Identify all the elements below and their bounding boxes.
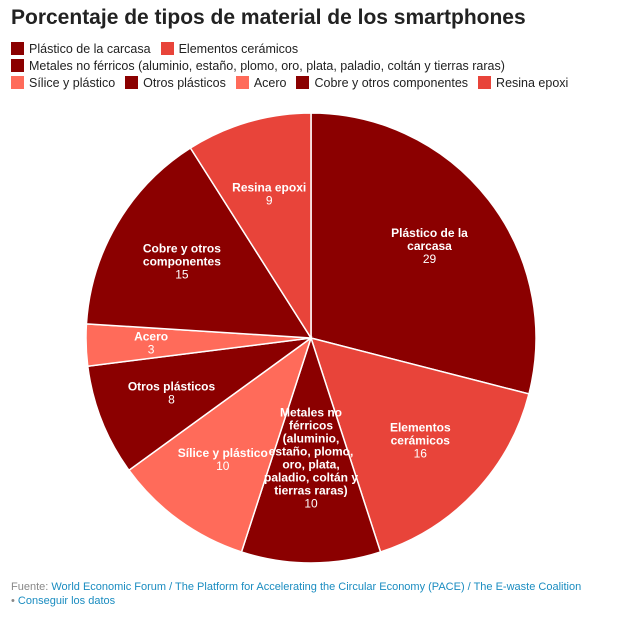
- footer: Fuente: World Economic Forum / The Platf…: [11, 580, 621, 608]
- legend-item[interactable]: Acero: [235, 75, 287, 90]
- pie-slice[interactable]: [86, 337, 312, 472]
- legend-swatch: [160, 42, 174, 55]
- get-data-link[interactable]: Conseguir los datos: [17, 595, 116, 607]
- pie-slice[interactable]: [310, 112, 537, 395]
- source-line: Fuente: World Economic Forum / The Platf…: [11, 580, 621, 594]
- legend-item[interactable]: Resina epoxi: [478, 75, 569, 90]
- pie-slice[interactable]: [240, 335, 382, 564]
- legend-label: Cobre y otros componentes: [314, 75, 469, 90]
- pie-slice[interactable]: [309, 336, 530, 553]
- legend-swatch: [235, 76, 249, 89]
- legend-item[interactable]: Elementos cerámicos: [160, 41, 299, 56]
- source-link[interactable]: World Economic Forum / The Platform for …: [51, 581, 582, 593]
- slice-label-text: oro, plata,: [282, 458, 339, 472]
- legend-label: Resina epoxi: [496, 75, 569, 90]
- legend-item[interactable]: Sílice y plástico: [11, 75, 116, 90]
- get-data-line: • Conseguir los datos: [11, 594, 621, 608]
- slice-label-text: férricos: [289, 419, 333, 433]
- slice-label-text: Sílice y plástico: [178, 446, 268, 460]
- slice-label-text: Elementos: [390, 421, 451, 435]
- legend: Plástico de la carcasa Elementos cerámico…: [11, 41, 621, 90]
- legend-swatch: [296, 76, 310, 89]
- slice-value: 10: [216, 459, 230, 473]
- slice-value: 8: [168, 393, 175, 407]
- legend-swatch: [125, 76, 139, 89]
- legend-item[interactable]: Metales no férricos (aluminio, estaño, p…: [11, 58, 505, 73]
- slice-value: 29: [423, 252, 437, 266]
- legend-swatch: [11, 76, 24, 89]
- slice-value: 9: [266, 194, 273, 208]
- slice-label-text: (aluminio,: [283, 432, 340, 446]
- slice-value: 10: [304, 497, 318, 511]
- slice-label-text: Cobre y otros: [143, 242, 221, 256]
- legend-swatch: [11, 59, 24, 72]
- legend-item[interactable]: Cobre y otros componentes: [296, 75, 469, 90]
- slice-value: 3: [148, 343, 155, 357]
- slice-label-text: componentes: [143, 255, 221, 269]
- get-data-prefix: •: [11, 595, 18, 607]
- slice-label-text: paladio, coltán y: [264, 471, 358, 485]
- legend-item[interactable]: Otros plásticos: [125, 75, 226, 90]
- slice-label-text: Acero: [134, 330, 168, 344]
- legend-swatch: [11, 42, 24, 55]
- slice-label-text: Plástico de la: [391, 226, 468, 240]
- legend-label: Plástico de la carcasa: [29, 41, 151, 56]
- legend-label: Metales no férricos (aluminio, estaño, p…: [29, 58, 505, 73]
- slice-label-text: Otros plásticos: [128, 380, 216, 394]
- pie-slice[interactable]: [189, 112, 312, 341]
- source-prefix: Fuente:: [11, 581, 52, 593]
- legend-label: Acero: [253, 75, 287, 90]
- legend-swatch: [478, 76, 492, 89]
- pie-slice[interactable]: [85, 146, 313, 339]
- slice-label-text: cerámicos: [391, 434, 451, 448]
- legend-label: Elementos cerámicos: [178, 41, 299, 56]
- legend-label: Sílice y plástico: [29, 75, 116, 90]
- pie-slice[interactable]: [127, 336, 313, 553]
- chart-title: Porcentaje de tipos de material de los s…: [11, 6, 526, 29]
- legend-item[interactable]: Plástico de la carcasa: [11, 41, 151, 56]
- slice-value: 16: [414, 447, 428, 461]
- slice-label-text: Resina epoxi: [232, 181, 306, 195]
- slice-label-text: carcasa: [407, 239, 452, 253]
- slice-label-text: tierras raras): [274, 484, 347, 498]
- legend-label: Otros plásticos: [143, 75, 226, 90]
- slice-value: 15: [175, 268, 189, 282]
- slice-label-text: Metales no: [280, 406, 342, 420]
- slice-label-text: estaño, plomo,: [269, 445, 354, 459]
